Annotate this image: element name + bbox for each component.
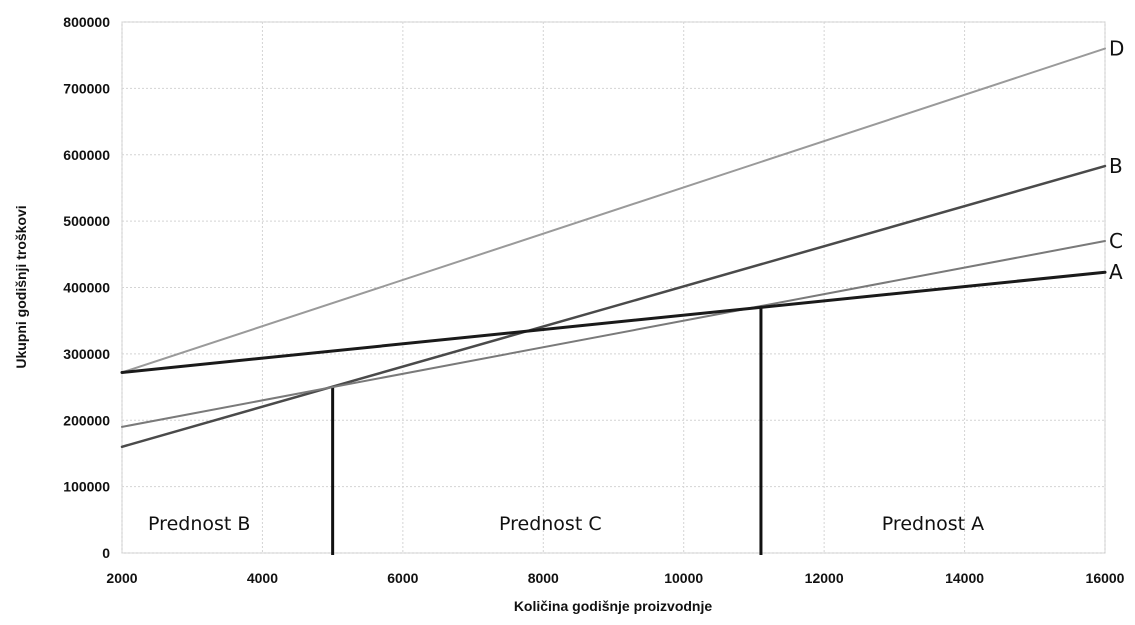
- series-lines: [120, 47, 1107, 449]
- x-tick-label: 4000: [247, 570, 278, 586]
- y-tick-label: 0: [102, 545, 110, 561]
- y-tick-label: 800000: [63, 14, 110, 30]
- region-label: Prednost A: [882, 513, 984, 535]
- x-tick-label: 14000: [945, 570, 984, 586]
- y-axis-ticks: 0 100000 200000 300000 400000 500000 600000 700…: [63, 14, 110, 561]
- x-tick-label: 6000: [387, 570, 418, 586]
- series-line-d: [121, 47, 1106, 374]
- y-tick-label: 500000: [63, 213, 110, 229]
- x-tick-label: 12000: [805, 570, 844, 586]
- series-line-a: [120, 270, 1107, 374]
- x-axis-title: Količina godišnje proizvodnje: [514, 598, 713, 614]
- x-tick-label: 8000: [528, 570, 559, 586]
- boundary-lines: [331, 307, 763, 555]
- series-labels: D B CA: [1109, 37, 1124, 285]
- x-tick-label: 16000: [1086, 570, 1125, 586]
- series-label-b: B: [1109, 154, 1123, 178]
- series-label-d: D: [1109, 37, 1124, 61]
- series-label-a: A: [1109, 260, 1123, 284]
- y-tick-label: 600000: [63, 147, 110, 163]
- region-labels: Prednost B Prednost C Prednost A: [148, 513, 984, 535]
- region-label: Prednost C: [499, 513, 602, 535]
- y-axis-title: Ukupni godišnji troškovi: [13, 205, 29, 368]
- x-tick-label: 2000: [106, 570, 137, 586]
- x-axis-ticks: 2000 4000 6000 8000 10000 12000 14000 16000: [106, 570, 1124, 586]
- y-tick-label: 300000: [63, 346, 110, 362]
- y-tick-label: 700000: [63, 80, 110, 96]
- series-line-c: [121, 240, 1106, 428]
- y-tick-label: 400000: [63, 280, 110, 296]
- y-tick-label: 200000: [63, 412, 110, 428]
- x-tick-label: 10000: [664, 570, 703, 586]
- series-line-b: [120, 164, 1107, 449]
- y-tick-label: 100000: [63, 479, 110, 495]
- series-label-c: C: [1109, 229, 1123, 253]
- region-label: Prednost B: [148, 513, 250, 535]
